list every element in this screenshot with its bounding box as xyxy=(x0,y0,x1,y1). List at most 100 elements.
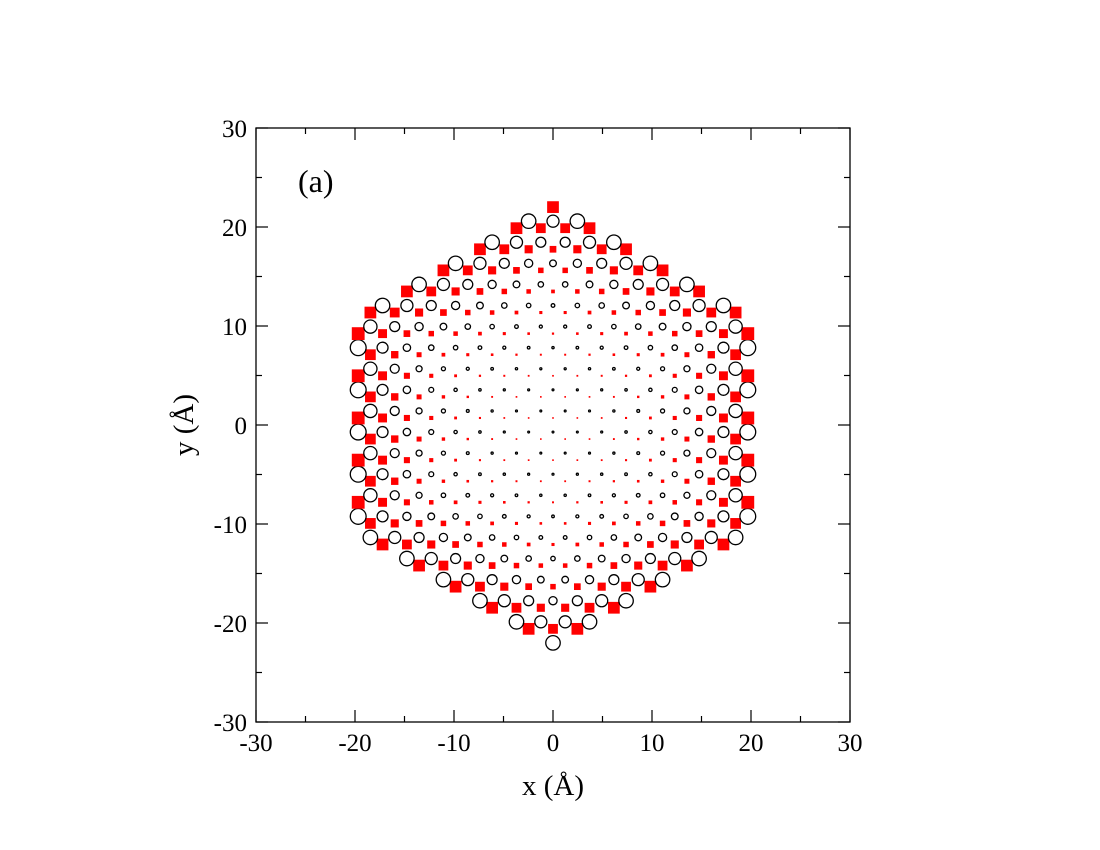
sublattice-a-point xyxy=(500,554,509,563)
sublattice-b-point xyxy=(683,520,691,527)
sublattice-a-point xyxy=(694,343,704,353)
sublattice-a-point xyxy=(452,344,459,351)
sublattice-b-point xyxy=(588,438,591,440)
sublattice-b-point xyxy=(526,542,531,547)
sublattice-b-point xyxy=(403,330,411,337)
sublattice-b-point xyxy=(564,396,566,398)
sublattice-b-point xyxy=(612,353,616,357)
sublattice-a-point xyxy=(587,324,593,330)
sublattice-b-point xyxy=(499,244,510,255)
sublattice-b-point xyxy=(730,518,741,529)
sublattice-a-point xyxy=(575,514,580,519)
sublattice-a-point xyxy=(671,471,678,478)
sublattice-b-point xyxy=(449,580,462,593)
sublattice-b-point xyxy=(741,369,755,383)
sublattice-a-point xyxy=(463,533,472,542)
sublattice-a-point xyxy=(562,534,568,540)
sublattice-a-point xyxy=(539,367,543,371)
sublattice-a-point xyxy=(587,409,592,413)
sublattice-a-point xyxy=(514,409,519,413)
sublattice-a-point xyxy=(363,488,378,503)
axis-ticks xyxy=(255,127,851,723)
sublattice-a-point xyxy=(645,300,656,311)
sublattice-b-point xyxy=(586,267,593,274)
sublattice-b-point xyxy=(552,459,554,461)
sublattice-b-point xyxy=(515,438,518,440)
sublattice-b-point xyxy=(707,393,715,401)
sublattice-a-point xyxy=(608,574,620,586)
sublattice-a-point xyxy=(694,427,704,437)
sublattice-a-point xyxy=(551,430,555,434)
sublattice-a-point xyxy=(512,280,521,289)
sublattice-b-point xyxy=(477,541,483,548)
sublattice-b-point xyxy=(491,480,494,483)
sublattice-b-point xyxy=(573,245,582,254)
sublattice-a-point xyxy=(363,403,378,419)
sublattice-a-point xyxy=(621,553,631,564)
sublattice-a-point xyxy=(587,451,592,455)
sublattice-b-point xyxy=(527,374,530,377)
sublattice-a-point xyxy=(428,428,435,436)
sublattice-b-point xyxy=(648,331,653,336)
sublattice-a-point xyxy=(549,259,557,268)
sublattice-a-point xyxy=(681,531,693,544)
sublattice-b-point xyxy=(575,289,580,294)
sublattice-a-point xyxy=(526,472,531,476)
sublattice-a-point xyxy=(534,615,548,629)
sublattice-b-point xyxy=(624,374,628,377)
sublattice-b-point xyxy=(440,309,447,316)
sublattice-b-point xyxy=(378,455,388,465)
sublattice-a-point xyxy=(671,386,678,393)
sublattice-b-point xyxy=(539,522,543,525)
sublattice-a-point xyxy=(598,302,606,309)
sublattice-b-point xyxy=(466,437,469,441)
sublattice-b-point xyxy=(621,581,631,592)
sublattice-a-point xyxy=(537,281,545,288)
sublattice-b-point xyxy=(378,329,388,339)
sublattice-a-point xyxy=(425,299,437,312)
sublattice-a-point xyxy=(600,388,604,392)
sublattice-a-point xyxy=(739,465,757,483)
sublattice-a-point xyxy=(668,551,682,566)
sublattice-a-point xyxy=(523,258,534,269)
sublattice-b-point xyxy=(684,478,690,484)
sublattice-a-point xyxy=(486,574,498,586)
sublattice-a-point xyxy=(477,513,483,520)
sublattice-b-point xyxy=(571,622,584,635)
sublattice-a-point xyxy=(376,341,389,354)
sublattice-b-point xyxy=(612,395,615,398)
sublattice-b-point xyxy=(428,500,434,505)
sublattice-a-point xyxy=(514,451,519,455)
sublattice-b-point xyxy=(656,264,669,277)
sublattice-a-point xyxy=(563,367,567,371)
sublattice-b-point xyxy=(648,458,652,462)
sublattice-a-point xyxy=(453,387,458,393)
sublattice-b-point xyxy=(636,479,640,483)
sublattice-a-point xyxy=(671,428,678,436)
plot-area xyxy=(255,127,851,723)
sublattice-a-point xyxy=(538,324,543,329)
sublattice-a-point xyxy=(389,320,401,333)
sublattice-a-point xyxy=(717,341,730,354)
sublattice-b-point xyxy=(478,459,481,462)
sublattice-b-point xyxy=(539,353,542,356)
sublattice-b-point xyxy=(539,480,542,483)
sublattice-a-point xyxy=(657,532,668,543)
sublattice-a-point xyxy=(682,321,692,332)
sublattice-b-point xyxy=(365,349,376,361)
sublattice-a-point xyxy=(636,408,641,413)
sublattice-b-point xyxy=(364,306,377,319)
sublattice-a-point xyxy=(654,571,671,588)
sublattice-b-point xyxy=(600,332,604,336)
sublattice-b-point xyxy=(718,329,728,339)
sublattice-b-point xyxy=(672,373,677,378)
sublattice-b-point xyxy=(684,352,690,358)
sublattice-b-point xyxy=(672,500,678,505)
sublattice-b-point xyxy=(548,623,558,634)
sublattice-b-point xyxy=(612,480,615,483)
y-tick-label: -10 xyxy=(214,512,247,539)
sublattice-b-point xyxy=(741,495,755,509)
sublattice-a-point xyxy=(490,366,495,371)
sublattice-a-point xyxy=(428,386,435,393)
sublattice-a-point xyxy=(622,301,631,310)
